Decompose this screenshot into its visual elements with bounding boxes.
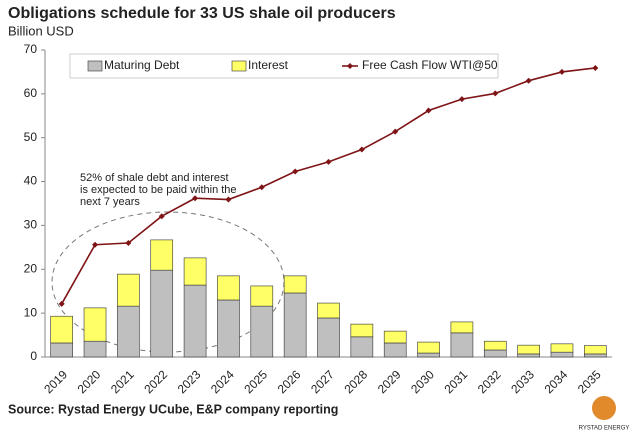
bar-segment [483, 349, 507, 358]
bar-segment [150, 269, 174, 358]
x-tick-label: 2022 [141, 367, 170, 396]
line-marker [92, 241, 99, 248]
legend-marker [347, 63, 353, 69]
x-tick-label: 2028 [341, 367, 370, 396]
x-tick-label: 2023 [175, 367, 204, 396]
line-marker [392, 128, 399, 135]
chart-title: Obligations schedule for 33 US shale oil… [8, 5, 396, 22]
bar-segment [450, 332, 474, 358]
y-tick-label: 0 [30, 349, 37, 363]
bar-segment [83, 340, 107, 358]
logo-text: RYSTAD ENERGY [579, 426, 630, 432]
chart-subtitle: Billion USD [8, 23, 74, 38]
x-tick-label: 2035 [575, 367, 604, 396]
annotation: 52% of shale debt and interest [80, 172, 229, 184]
bar-segment [517, 344, 540, 355]
bar-segment [383, 330, 407, 344]
legend-swatch [87, 60, 103, 72]
bar-segment [183, 257, 207, 286]
x-tick-label: 2025 [241, 367, 270, 396]
line-marker [158, 213, 165, 220]
y-tick-label: 10 [24, 305, 38, 319]
legend-swatch [231, 60, 247, 72]
line-marker [358, 146, 365, 153]
bar-segment [217, 299, 240, 358]
bar-segment [584, 345, 607, 355]
y-tick-label: 60 [24, 86, 38, 100]
line-marker [425, 107, 432, 114]
y-tick-label: 20 [24, 261, 38, 275]
line-marker [458, 96, 465, 103]
x-tick-label: 2020 [75, 367, 104, 396]
line-marker [592, 64, 599, 71]
y-tick-label: 50 [24, 130, 38, 144]
line-marker [192, 195, 199, 202]
legend-box [69, 53, 499, 79]
bar-segment [317, 302, 340, 319]
bar-segment [317, 317, 340, 358]
legend-label: Free Cash Flow WTI@50 [362, 58, 498, 72]
bar-segment [283, 292, 307, 358]
bar-segment [217, 275, 240, 301]
bar-segment [450, 321, 474, 334]
bar-segment [283, 275, 307, 294]
x-tick-label: 2026 [275, 367, 304, 396]
bar-segment [550, 343, 574, 353]
line-marker [558, 68, 565, 75]
bar-segment [417, 352, 440, 358]
logo-icon [592, 396, 616, 420]
x-tick-label: 2033 [508, 367, 537, 396]
x-tick-label: 2019 [41, 367, 70, 396]
bar-segment [483, 340, 507, 351]
x-tick-label: 2034 [542, 367, 571, 396]
source: Source: Rystad Energy UCube, E&P company… [8, 402, 338, 416]
line-marker [492, 90, 499, 97]
bar-segment [117, 273, 140, 307]
legend-label: Maturing Debt [104, 58, 180, 72]
line-marker [58, 300, 65, 307]
x-tick-label: 2021 [108, 367, 137, 396]
line-marker [225, 196, 232, 203]
bar-segment [517, 353, 540, 358]
line-marker [525, 77, 532, 84]
bar-segment [584, 353, 607, 358]
bar-segment [417, 341, 440, 354]
line-marker [292, 168, 299, 175]
x-tick-label: 2024 [208, 367, 237, 396]
bar-segment [383, 342, 407, 358]
y-tick-label: 30 [24, 218, 38, 232]
bar-segment [250, 285, 274, 307]
x-tick-label: 2031 [441, 367, 470, 396]
legend-label: Interest [248, 58, 289, 72]
x-tick-label: 2029 [375, 367, 404, 396]
bar-segment [50, 315, 73, 344]
x-tick-label: 2032 [475, 367, 504, 396]
bar-segment [250, 305, 274, 358]
x-tick-label: 2027 [308, 367, 337, 396]
line-marker [258, 184, 265, 191]
bar-segment [83, 307, 107, 342]
bar-segment [350, 323, 374, 338]
bar-segment [150, 239, 174, 271]
x-tick-label: 2030 [408, 367, 437, 396]
line-marker [325, 158, 332, 165]
annotation: next 7 years [80, 196, 140, 208]
y-tick-label: 40 [24, 174, 38, 188]
line-marker [125, 239, 132, 246]
bar-segment [117, 305, 140, 358]
bar-segment [550, 351, 574, 358]
annotation: is expected to be paid within the [80, 184, 237, 196]
bar-segment [350, 336, 374, 358]
bar-segment [50, 342, 73, 358]
y-tick-label: 70 [24, 42, 38, 56]
bar-segment [183, 284, 207, 358]
